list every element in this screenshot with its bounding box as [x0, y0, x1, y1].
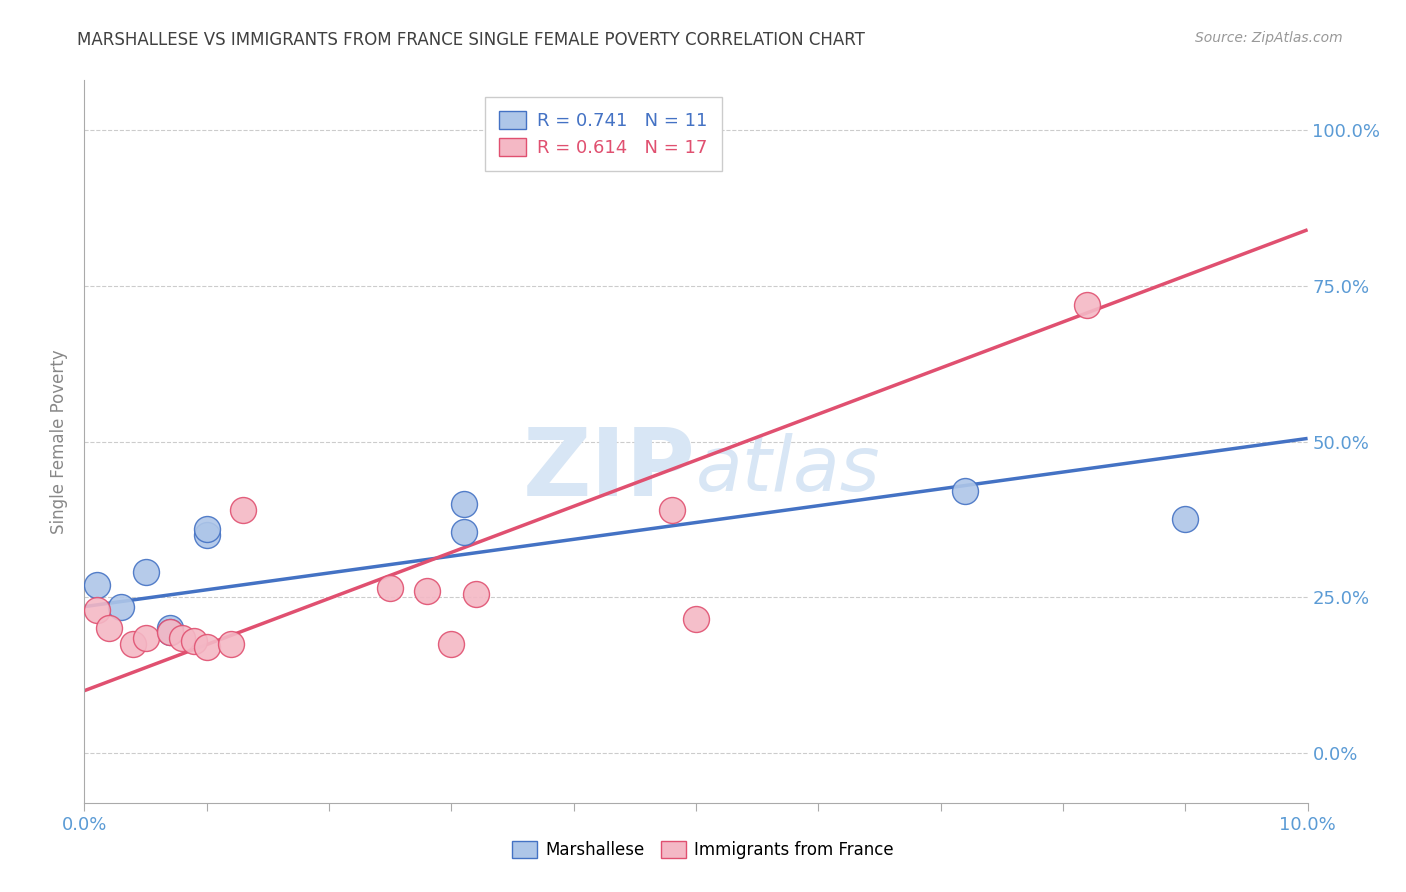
Point: [464, 587, 486, 601]
Point: [159, 621, 181, 635]
Text: Source: ZipAtlas.com: Source: ZipAtlas.com: [1195, 31, 1343, 45]
Point: [110, 599, 132, 614]
Point: [159, 624, 181, 639]
Point: [195, 522, 218, 536]
Point: [453, 497, 475, 511]
Point: [195, 640, 218, 654]
Point: [380, 581, 402, 595]
Point: [440, 637, 463, 651]
Text: MARSHALLESE VS IMMIGRANTS FROM FRANCE SINGLE FEMALE POVERTY CORRELATION CHART: MARSHALLESE VS IMMIGRANTS FROM FRANCE SI…: [77, 31, 865, 49]
Y-axis label: Single Female Poverty: Single Female Poverty: [51, 350, 69, 533]
Point: [86, 578, 108, 592]
Point: [219, 637, 242, 651]
Point: [1076, 297, 1098, 311]
Point: [416, 584, 439, 599]
Point: [135, 566, 157, 580]
Point: [86, 603, 108, 617]
Point: [453, 524, 475, 539]
Legend: Marshallese, Immigrants from France: Marshallese, Immigrants from France: [505, 834, 901, 866]
Point: [97, 621, 120, 635]
Point: [1174, 512, 1197, 526]
Text: atlas: atlas: [696, 434, 880, 508]
Text: ZIP: ZIP: [523, 425, 696, 516]
Point: [685, 612, 707, 626]
Point: [159, 624, 181, 639]
Point: [172, 631, 194, 645]
Point: [232, 503, 254, 517]
Point: [183, 633, 205, 648]
Point: [122, 637, 145, 651]
Point: [135, 631, 157, 645]
Point: [661, 503, 683, 517]
Legend: R = 0.741   N = 11, R = 0.614   N = 17: R = 0.741 N = 11, R = 0.614 N = 17: [485, 96, 723, 171]
Point: [953, 484, 976, 499]
Point: [195, 528, 218, 542]
